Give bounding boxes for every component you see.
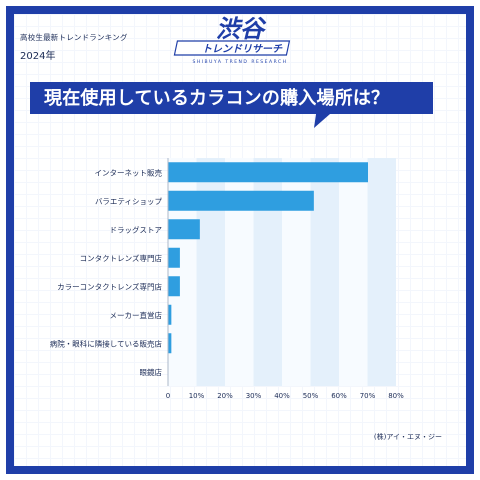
ranking-subtitle: 高校生最新トレンドランキング <box>20 33 128 42</box>
x-tick-label: 40% <box>274 392 290 400</box>
category-label: 病院・眼科に隣接している販売店 <box>50 338 163 348</box>
shibuya-logo: 渋谷 トレンドリサーチ SHIBUYA TREND RESEARCH <box>173 15 291 65</box>
x-tick-label: 80% <box>388 392 404 400</box>
category-label: バラエティショップ <box>95 197 163 206</box>
logo-main-text: 渋谷 <box>216 15 267 43</box>
question-banner <box>30 82 433 128</box>
grid-band <box>339 158 368 386</box>
ranking-year: 2024年 <box>20 51 56 62</box>
x-tick-label: 50% <box>303 392 319 400</box>
x-tick-label: 70% <box>360 392 376 400</box>
category-label: ドラッグストア <box>110 224 163 234</box>
logo-tagline: SHIBUYA TREND RESEARCH <box>192 59 287 65</box>
bar <box>168 219 200 240</box>
x-tick-label: 0 <box>166 392 170 400</box>
bar <box>168 276 180 297</box>
category-label: カラーコンタクトレンズ専門店 <box>57 281 162 291</box>
category-label: インターネット販売 <box>95 167 163 177</box>
grid-band <box>367 158 396 386</box>
bar <box>168 247 180 268</box>
bar <box>168 190 314 211</box>
bar <box>168 333 172 354</box>
bar <box>168 162 368 183</box>
category-label: メーカー直営店 <box>110 310 163 320</box>
grid-band <box>310 158 339 386</box>
x-tick-label: 10% <box>189 392 205 400</box>
bar <box>168 304 172 325</box>
chart-title: 現在使用しているカラコンの購入場所は？ <box>44 88 390 109</box>
category-label: 眼鏡店 <box>140 367 163 377</box>
x-tick-label: 30% <box>246 392 262 400</box>
x-tick-label: 20% <box>217 392 233 400</box>
source-credit: (株)アイ・エヌ・ジー <box>373 433 442 441</box>
logo-sub-text: トレンドリサーチ <box>202 44 283 55</box>
x-tick-label: 60% <box>331 392 347 400</box>
category-label: コンタクトレンズ専門店 <box>80 253 163 263</box>
